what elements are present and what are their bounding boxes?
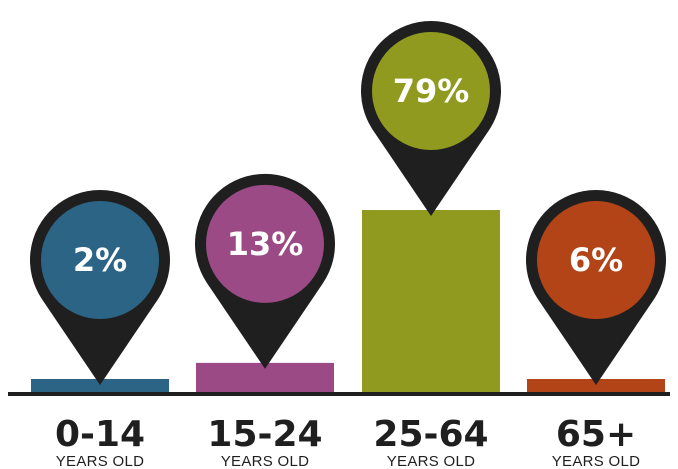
category-label-15-24: 15-24 — [207, 414, 322, 455]
bar-65plus — [527, 379, 665, 393]
pin-inner-circle — [372, 32, 490, 150]
value-label-65plus: 6% — [569, 241, 623, 279]
pins-layer: 2% 13% 79% 6% — [30, 20, 666, 385]
pin-inner-circle — [206, 184, 324, 303]
value-label-15-24: 13% — [227, 225, 304, 263]
bars-layer — [31, 210, 665, 393]
bar-0-14 — [31, 379, 169, 393]
category-sublabel: YEARS OLD — [387, 453, 476, 469]
bar-25-64 — [362, 210, 500, 393]
category-label-25-64: 25-64 — [373, 414, 488, 455]
category-label-0-14: 0-14 — [55, 414, 145, 455]
category-sublabel: YEARS OLD — [552, 453, 641, 469]
category-label-65plus: 65+ — [556, 414, 636, 455]
category-sublabel: YEARS OLD — [221, 453, 310, 469]
pin-inner-circle — [41, 201, 159, 319]
value-label-0-14: 2% — [73, 241, 127, 279]
category-sublabel: YEARS OLD — [56, 453, 145, 469]
value-label-25-64: 79% — [393, 72, 470, 110]
pin-inner-circle — [537, 201, 655, 319]
